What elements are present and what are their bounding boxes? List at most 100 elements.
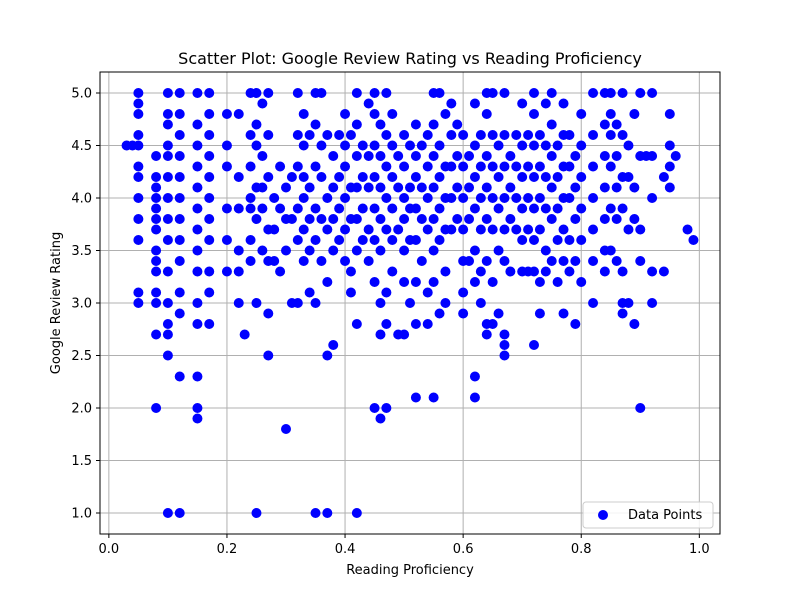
data-point	[174, 256, 185, 266]
data-point	[469, 140, 480, 151]
data-point	[369, 235, 380, 245]
data-point	[529, 340, 539, 350]
data-point	[192, 266, 203, 277]
data-point	[151, 214, 162, 224]
data-point	[623, 224, 634, 235]
data-point	[245, 203, 256, 214]
data-point	[475, 224, 486, 235]
data-point	[599, 119, 610, 130]
data-point	[611, 182, 622, 193]
y-tick-label: 2.0	[71, 402, 92, 417]
data-point	[357, 235, 368, 245]
data-point	[440, 109, 451, 119]
data-point	[245, 193, 256, 203]
data-point	[399, 130, 410, 140]
data-point	[233, 172, 244, 182]
y-tick-label: 1.5	[71, 454, 92, 469]
data-point	[369, 277, 380, 287]
data-point	[251, 140, 262, 151]
data-point	[422, 161, 433, 172]
data-point	[540, 172, 551, 182]
data-point	[410, 119, 421, 130]
data-points	[121, 88, 699, 518]
data-point	[517, 235, 528, 245]
data-point	[369, 203, 380, 214]
data-point	[475, 161, 486, 172]
data-point	[257, 151, 268, 161]
data-point	[617, 130, 628, 140]
data-point	[351, 508, 362, 518]
data-point	[162, 298, 173, 308]
data-point	[133, 298, 144, 308]
x-tick-label: 1.0	[689, 542, 710, 557]
data-point	[428, 119, 439, 130]
data-point	[204, 287, 215, 298]
data-point	[493, 245, 504, 256]
data-point	[393, 151, 404, 161]
data-point	[410, 203, 421, 214]
legend-label: Data Points	[628, 508, 702, 523]
data-point	[151, 298, 162, 308]
data-point	[174, 88, 185, 98]
data-point	[363, 224, 374, 235]
data-point	[381, 161, 392, 172]
y-tick-label: 3.0	[71, 297, 92, 312]
data-point	[251, 298, 262, 308]
data-point	[363, 256, 374, 266]
data-point	[588, 161, 599, 172]
data-point	[647, 298, 658, 308]
data-point	[617, 266, 628, 277]
data-point	[493, 203, 504, 214]
data-point	[623, 172, 634, 182]
data-point	[174, 308, 185, 319]
data-point	[552, 172, 563, 182]
data-point	[493, 140, 504, 151]
data-point	[635, 403, 646, 413]
data-point	[162, 109, 173, 119]
data-point	[174, 235, 185, 245]
data-point	[623, 140, 634, 151]
data-point	[286, 172, 297, 182]
data-point	[174, 508, 185, 518]
data-point	[529, 266, 539, 277]
data-point	[416, 140, 427, 151]
data-point	[493, 172, 504, 182]
data-point	[298, 224, 309, 235]
data-point	[523, 130, 534, 140]
data-point	[570, 319, 581, 329]
data-point	[322, 350, 333, 361]
data-point	[499, 224, 510, 235]
data-point	[647, 193, 658, 203]
data-point	[151, 245, 162, 256]
data-point	[310, 119, 321, 130]
data-point	[611, 214, 622, 224]
data-point	[369, 172, 380, 182]
data-point	[281, 245, 291, 256]
data-point	[162, 266, 173, 277]
data-point	[658, 266, 669, 277]
data-point	[269, 256, 280, 266]
data-point	[511, 224, 522, 235]
data-point	[174, 287, 185, 298]
data-point	[322, 130, 333, 140]
data-point	[576, 172, 587, 182]
data-point	[251, 214, 262, 224]
data-point	[304, 214, 315, 224]
data-point	[399, 193, 410, 203]
data-point	[534, 308, 545, 319]
data-point	[381, 224, 392, 235]
data-point	[629, 182, 640, 193]
data-point	[534, 193, 545, 203]
data-point	[192, 119, 203, 130]
data-point	[151, 403, 162, 413]
data-point	[546, 151, 557, 161]
data-point	[162, 319, 173, 329]
data-point	[469, 371, 480, 382]
data-point	[340, 256, 351, 266]
data-point	[428, 277, 439, 287]
data-point	[564, 193, 575, 203]
data-point	[298, 172, 309, 182]
data-point	[375, 298, 386, 308]
data-point	[399, 277, 410, 287]
data-point	[133, 287, 144, 298]
